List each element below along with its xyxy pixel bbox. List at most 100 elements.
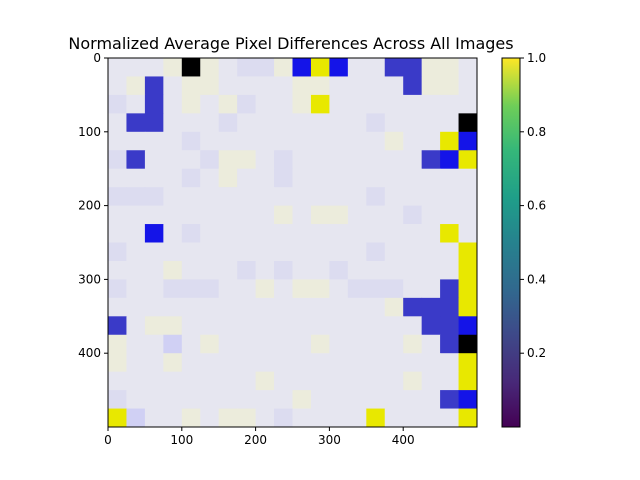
heatmap-cell (458, 76, 478, 96)
heatmap-cell (458, 260, 478, 280)
heatmap-cell (440, 297, 459, 317)
heatmap-cell (347, 390, 367, 409)
heatmap-cell (310, 316, 330, 336)
heatmap-cell (126, 150, 146, 170)
heatmap-cell (329, 94, 349, 114)
heatmap-cell (403, 168, 423, 188)
heatmap-cell (218, 260, 238, 280)
heatmap-cell (329, 150, 349, 170)
heatmap-cell (144, 205, 164, 225)
heatmap-cell (440, 242, 459, 262)
heatmap-cell (310, 279, 330, 299)
heatmap-cell (403, 150, 423, 170)
heatmap-cell (458, 371, 478, 391)
heatmap-cell (181, 224, 201, 243)
heatmap-cell (366, 334, 386, 354)
heatmap-cell (329, 113, 349, 133)
heatmap-cell (144, 334, 164, 354)
heatmap-cell (255, 131, 275, 151)
heatmap-cell (163, 131, 183, 151)
heatmap-cell (292, 334, 312, 354)
heatmap-cell (421, 260, 441, 280)
heatmap-cell (144, 94, 164, 114)
heatmap-cell (440, 390, 459, 409)
heatmap-cell (144, 279, 164, 299)
heatmap-cell (403, 371, 423, 391)
heatmap-cell (255, 242, 275, 262)
colorbar-tick-label: 0.8 (527, 125, 546, 139)
heatmap-cell (237, 150, 256, 170)
heatmap-cell (163, 408, 183, 428)
heatmap-cell (237, 187, 256, 206)
heatmap-cell (458, 187, 478, 206)
heatmap-cell (403, 76, 423, 96)
heatmap-cell (163, 187, 183, 206)
heatmap-cell (144, 131, 164, 151)
heatmap-cell (292, 168, 312, 188)
heatmap-cell (274, 76, 293, 96)
heatmap-cell (108, 58, 127, 77)
heatmap-cell (384, 353, 404, 373)
heatmap-cell (218, 390, 238, 409)
colorbar-tick-label: 1.0 (527, 51, 546, 65)
heatmap-cell (403, 242, 423, 262)
heatmap-cell (218, 150, 238, 170)
heatmap-cell (163, 150, 183, 170)
heatmap-cell (274, 131, 293, 151)
heatmap-cell (200, 113, 220, 133)
heatmap-cell (384, 94, 404, 114)
heatmap-cell (274, 168, 293, 188)
heatmap-cell (440, 205, 459, 225)
heatmap-cell (200, 279, 220, 299)
heatmap-cell (255, 371, 275, 391)
heatmap-cell (421, 150, 441, 170)
heatmap-cell (366, 408, 386, 428)
heatmap-cell (108, 113, 127, 133)
heatmap-cell (237, 279, 256, 299)
heatmap-cell (440, 131, 459, 151)
heatmap-cell (181, 242, 201, 262)
heatmap-cell (255, 260, 275, 280)
heatmap-cell (421, 279, 441, 299)
heatmap-cell (440, 316, 459, 336)
heatmap-cell (292, 58, 312, 77)
heatmap-cell (403, 316, 423, 336)
heatmap-cell (144, 371, 164, 391)
heatmap-cell (126, 260, 146, 280)
heatmap-cell (274, 408, 293, 428)
heatmap-cell (458, 390, 478, 409)
heatmap-cell (310, 390, 330, 409)
heatmap-cell (292, 408, 312, 428)
heatmap-cell (440, 150, 459, 170)
x-tick-label: 0 (104, 433, 112, 447)
heatmap-cell (144, 316, 164, 336)
heatmap-cell (292, 297, 312, 317)
heatmap-cell (421, 408, 441, 428)
heatmap-cell (144, 76, 164, 96)
heatmap-cell (292, 371, 312, 391)
heatmap-cell (421, 76, 441, 96)
heatmap-cell (310, 334, 330, 354)
heatmap-cell (274, 113, 293, 133)
heatmap-cell (274, 242, 293, 262)
heatmap-cell (126, 187, 146, 206)
heatmap-cell (255, 316, 275, 336)
heatmap-cell (126, 371, 146, 391)
heatmap-cell (200, 390, 220, 409)
heatmap-cell (181, 168, 201, 188)
heatmap-cell (108, 242, 127, 262)
heatmap-cell (403, 408, 423, 428)
heatmap-cell (347, 94, 367, 114)
heatmap-cell (440, 279, 459, 299)
heatmap-cell (126, 297, 146, 317)
heatmap-cell (163, 316, 183, 336)
heatmap-cell (366, 260, 386, 280)
heatmap-cell (440, 113, 459, 133)
heatmap-cell (347, 316, 367, 336)
heatmap-cell (366, 131, 386, 151)
heatmap-cell (384, 390, 404, 409)
heatmap-cell (108, 224, 127, 243)
heatmap-cell (384, 371, 404, 391)
y-tick-label: 400 (78, 346, 101, 360)
heatmap-cell (163, 371, 183, 391)
